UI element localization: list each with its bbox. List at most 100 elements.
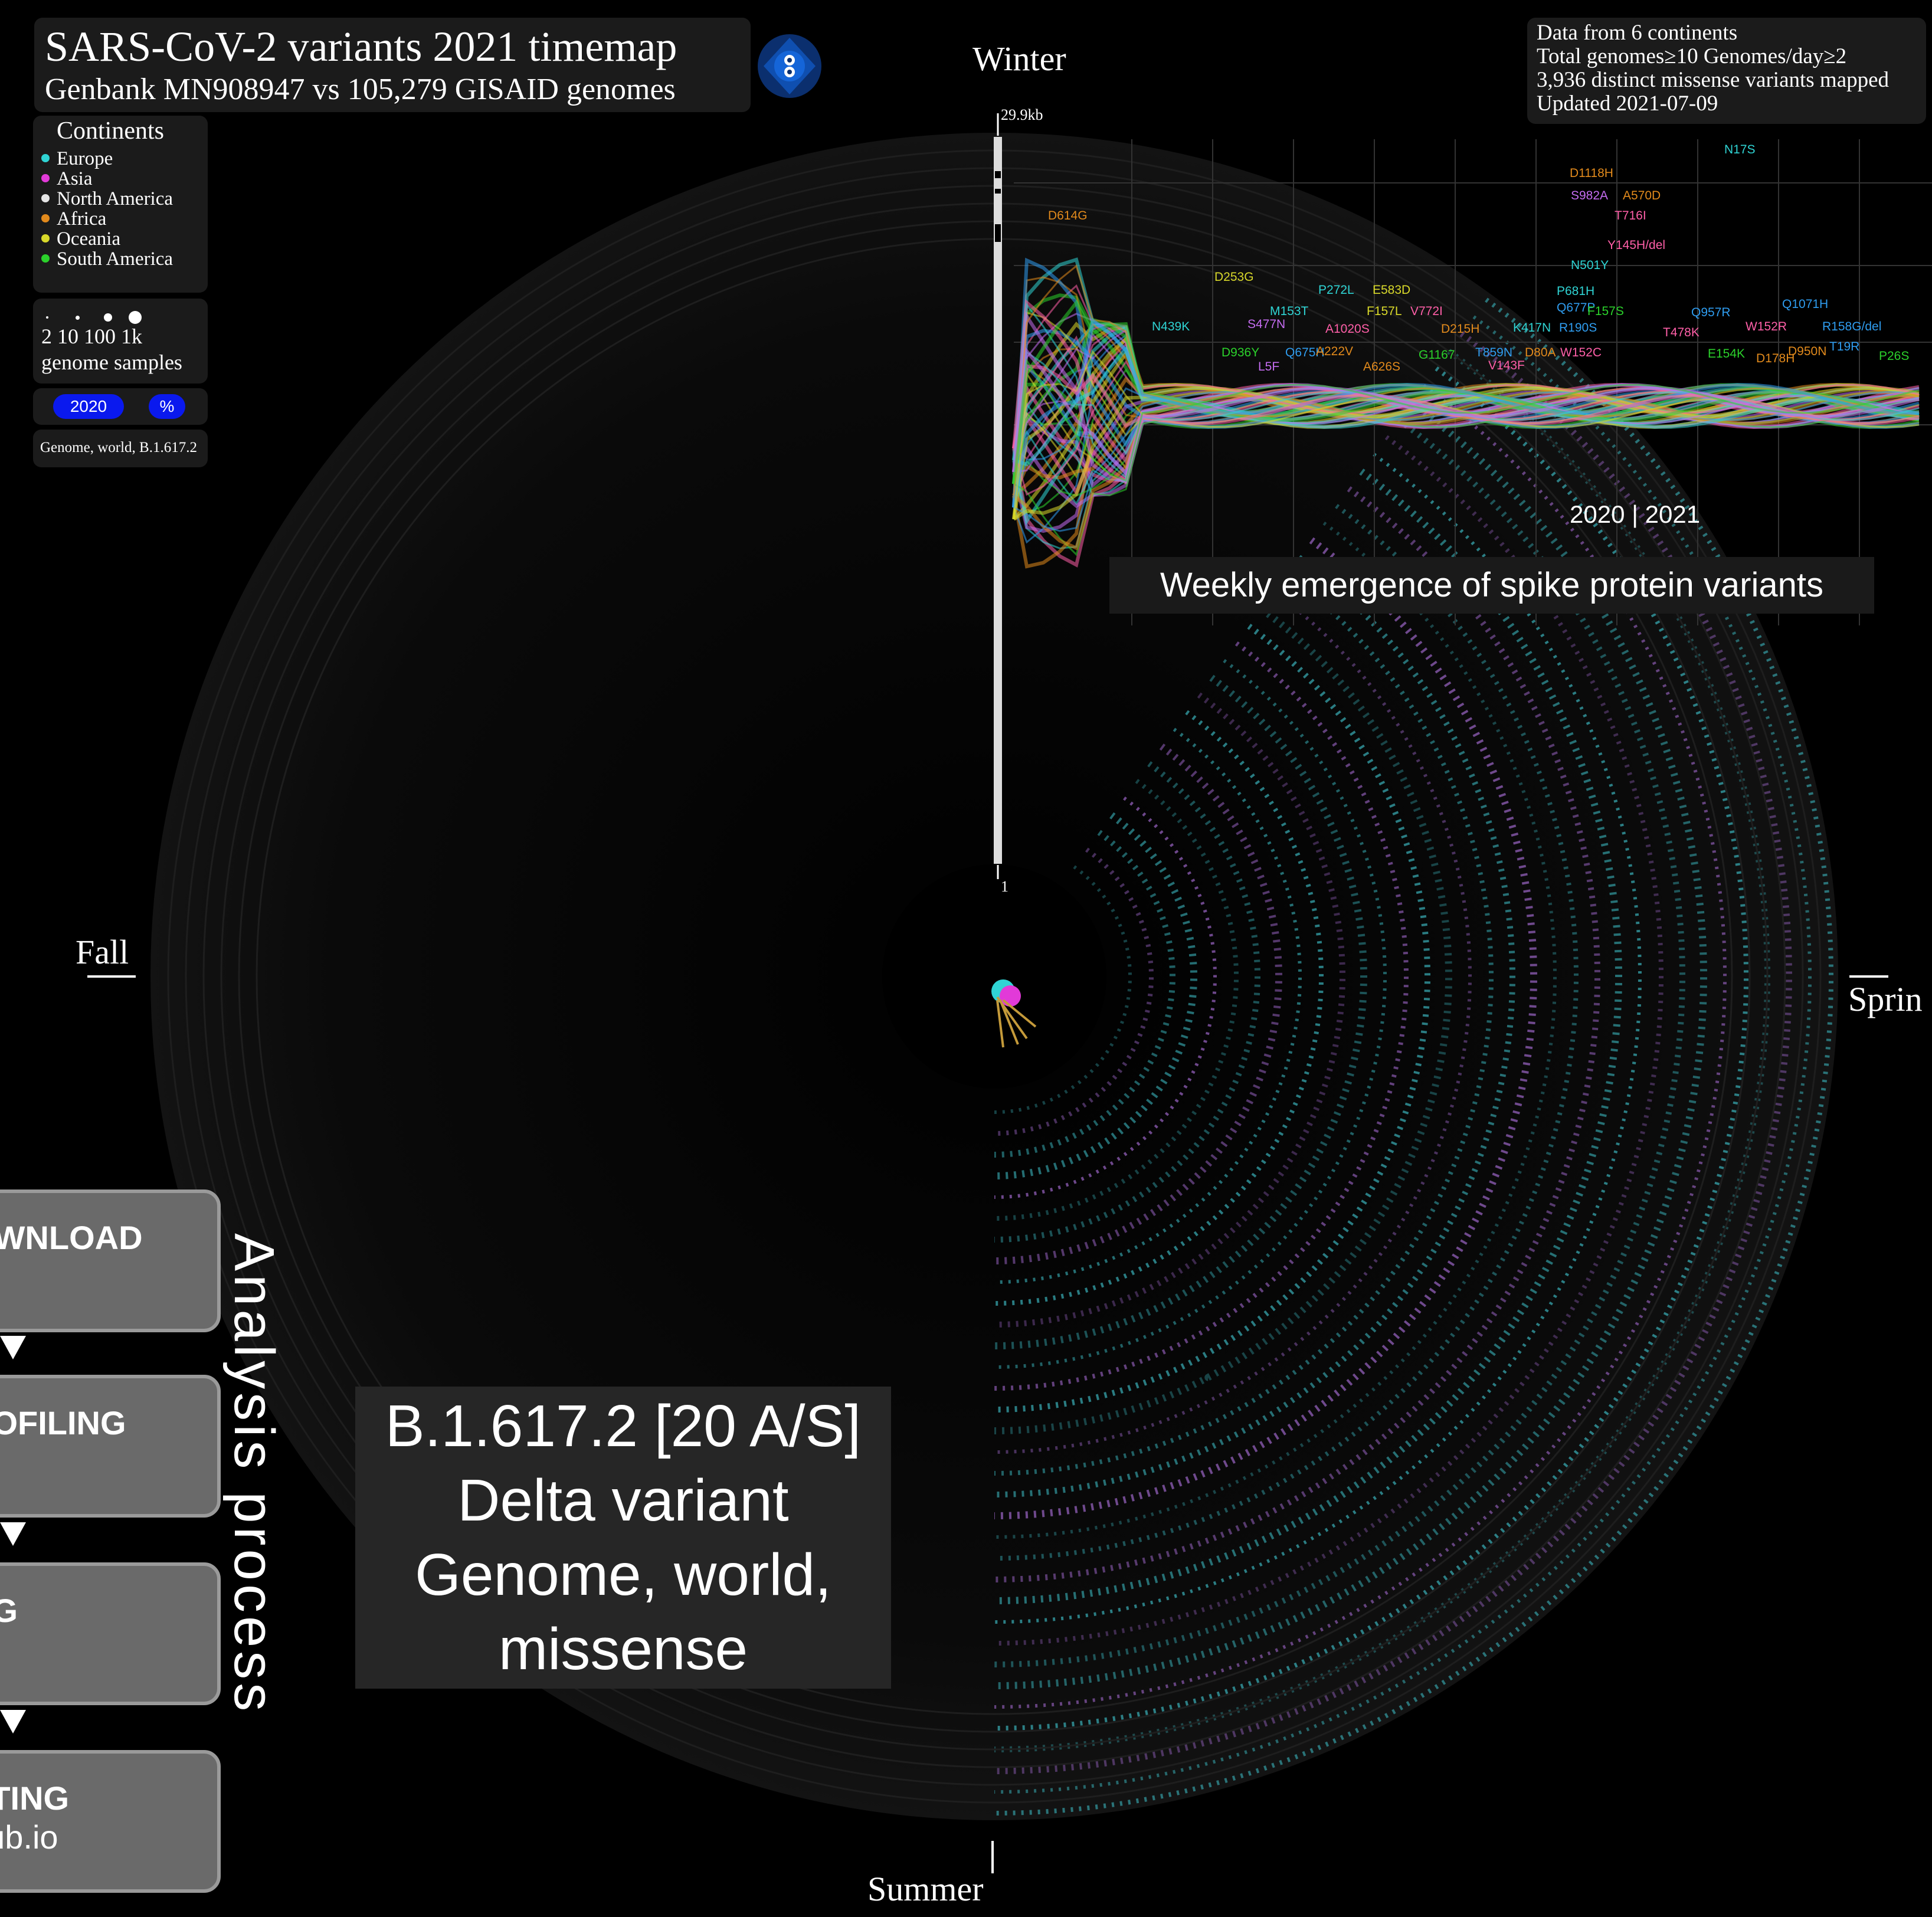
info-line: 3,936 distinct missense variants mapped xyxy=(1537,68,1890,92)
mutation-label: Y145H/del xyxy=(1607,238,1665,252)
legend-dot-icon xyxy=(41,174,50,183)
process-arrow-icon xyxy=(0,1336,26,1359)
mutation-label: T716I xyxy=(1615,209,1646,222)
legend-label: Oceania xyxy=(57,228,121,250)
spike-year-label: 2020 | 2021 xyxy=(1570,500,1701,528)
info-line: Total genomes≥10 Genomes/day≥2 xyxy=(1537,44,1847,68)
variant-lineage: B.1.617.2 [20 A/S] xyxy=(385,1393,862,1459)
ouroboros-logo-icon[interactable] xyxy=(757,33,823,99)
mutation-label: P26S xyxy=(1879,349,1909,363)
mutation-label: Q677P xyxy=(1557,301,1595,314)
legend-item[interactable]: Europe xyxy=(41,149,113,169)
percent-toggle-button[interactable]: % xyxy=(149,394,185,419)
mutation-label: Q957R xyxy=(1691,306,1731,319)
variant-type: missense xyxy=(498,1616,748,1682)
legend-item[interactable]: South America xyxy=(41,249,173,269)
process-step-hosting[interactable]: STING hub.io xyxy=(0,1750,221,1893)
mutation-label: S477N xyxy=(1247,317,1285,331)
legend-label: Asia xyxy=(57,168,93,189)
mutation-label: E583D xyxy=(1373,283,1410,297)
size-dot-10 xyxy=(76,316,80,320)
mutation-label: R190S xyxy=(1559,321,1597,335)
legend-title: Continents xyxy=(57,117,165,145)
process-step-download[interactable]: OWNLOAD ID xyxy=(0,1189,221,1332)
toggle-panel: 2020 % xyxy=(33,388,208,425)
mutation-label: Q675H xyxy=(1285,346,1325,359)
variant-frequency-line xyxy=(1013,391,1920,532)
year-toggle-button[interactable]: 2020 xyxy=(53,394,124,419)
spike-variant-chart: N17S D1118H S982A A570D T716I Y145H/del D614G N… xyxy=(1012,139,1932,625)
process-step-title: ROFILING xyxy=(0,1404,126,1441)
variant-arc xyxy=(994,384,1727,1709)
mutation-label: S982A xyxy=(1571,189,1608,202)
variant-arc xyxy=(994,743,1282,1264)
sample-size-legend: 2 10 100 1k genome samples xyxy=(33,299,208,384)
mutation-label: D253G xyxy=(1214,270,1254,284)
variant-highlight-box: B.1.617.2 [20 A/S] Delta variant Genome,… xyxy=(355,1387,891,1689)
mutation-label: L5F xyxy=(1258,360,1279,373)
variant-arc xyxy=(994,522,1557,1539)
size-dot-2 xyxy=(46,316,48,319)
variant-frequency-line xyxy=(1013,344,1920,544)
mutation-label: N17S xyxy=(1724,143,1756,156)
mutation-label: W152C xyxy=(1560,346,1602,359)
process-step-sub: hub.io xyxy=(0,1818,58,1856)
mutation-label: F157S xyxy=(1587,304,1624,318)
mutation-label: F157L xyxy=(1367,304,1402,318)
process-step-mapping[interactable]: NG G xyxy=(0,1562,221,1705)
analysis-process-label: Analysis process xyxy=(222,1233,286,1715)
mutation-label: K417N xyxy=(1513,321,1551,335)
variant-arc xyxy=(994,830,1175,1158)
genome-axis xyxy=(994,137,1002,864)
mutation-label: D80A xyxy=(1525,346,1556,359)
selection-label: Genome, world, B.1.617.2 xyxy=(40,440,197,456)
mutation-label: P272L xyxy=(1318,283,1354,297)
legend-item[interactable]: Oceania xyxy=(41,229,120,249)
legend-label: North America xyxy=(57,188,173,209)
season-spring: Sprin xyxy=(1848,980,1923,1018)
legend-dot-icon xyxy=(41,194,50,203)
axis-top-label: 29.9kb xyxy=(1001,106,1043,123)
spike-frequency-lines xyxy=(1012,257,1920,569)
legend-dot-icon xyxy=(41,154,50,163)
legend-dot-icon xyxy=(41,254,50,263)
legend-label: Africa xyxy=(57,208,107,230)
process-step-title: OWNLOAD xyxy=(0,1219,143,1256)
mutation-label: V772I xyxy=(1410,304,1443,318)
variant-frequency-line xyxy=(1013,350,1920,520)
variant-arc xyxy=(994,537,1537,1519)
mutation-label: T859N xyxy=(1475,346,1512,359)
mutation-label: D936Y xyxy=(1222,346,1259,359)
variant-arc xyxy=(994,606,1452,1434)
spike-mutation-labels: N17S D1118H S982A A570D T716I Y145H/del D614G N… xyxy=(1048,143,1909,373)
continents-legend: Continents Europe Asia North America Africa… xyxy=(33,116,208,293)
variant-frequency-line xyxy=(1012,336,1920,521)
variant-frequency-line xyxy=(1012,317,1920,508)
mutation-label: A626S xyxy=(1363,360,1400,373)
info-line: Updated 2021-07-09 xyxy=(1537,91,1718,116)
size-dot-100 xyxy=(104,313,112,322)
mutation-label: D614G xyxy=(1048,209,1088,222)
center-burst xyxy=(991,979,1037,1048)
page-title: SARS-CoV-2 variants 2021 timemap xyxy=(45,23,677,70)
process-step-profiling[interactable]: ROFILING it xyxy=(0,1375,221,1518)
variant-arc xyxy=(994,659,1387,1369)
variant-arc xyxy=(994,315,1812,1794)
mutation-label: A570D xyxy=(1623,189,1661,202)
variant-arc xyxy=(994,486,1600,1582)
mutation-label: P681H xyxy=(1557,284,1594,298)
mutation-label: N439K xyxy=(1152,320,1190,333)
legend-label: South America xyxy=(57,248,173,270)
info-box: Data from 6 continents Total genomes≥10 … xyxy=(1527,18,1926,124)
variant-arc xyxy=(994,504,1579,1561)
legend-item[interactable]: Africa xyxy=(41,209,106,229)
season-winter: Winter xyxy=(972,40,1066,78)
selection-panel: Genome, world, B.1.617.2 xyxy=(33,430,208,467)
process-arrow-icon xyxy=(0,1522,26,1546)
legend-item[interactable]: North America xyxy=(41,189,173,209)
variant-arc xyxy=(994,399,1707,1689)
title-card: SARS-CoV-2 variants 2021 timemap Genbank… xyxy=(34,18,751,112)
season-summer: Summer xyxy=(867,1870,984,1908)
mutation-label: A222V xyxy=(1316,345,1353,358)
legend-item[interactable]: Asia xyxy=(41,169,93,189)
